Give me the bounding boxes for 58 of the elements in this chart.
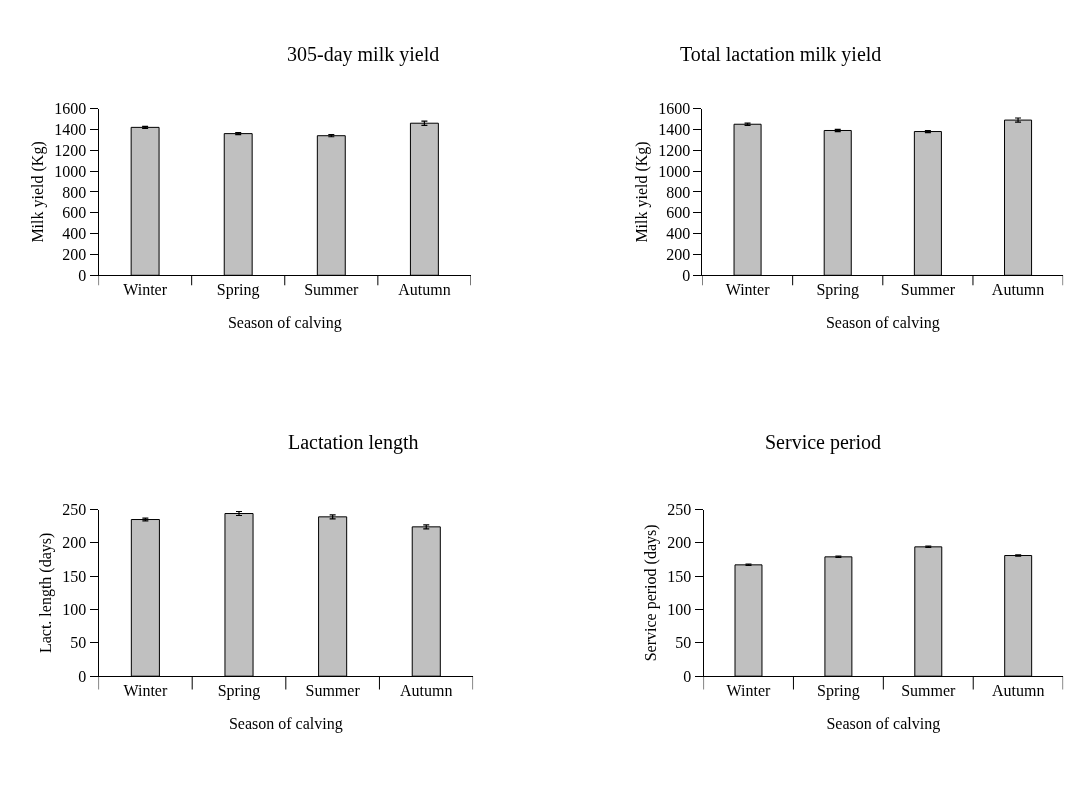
y-tick-label: 150 bbox=[62, 567, 87, 585]
x-tick-label: Summer bbox=[900, 281, 956, 299]
y-tick-label: 400 bbox=[62, 225, 87, 243]
x-tick-label: Summer bbox=[304, 281, 360, 299]
y-tick-label: 200 bbox=[666, 246, 691, 264]
x-tick-label: Autumn bbox=[400, 682, 453, 700]
chart-title: 305-day milk yield bbox=[287, 43, 440, 66]
y-tick-label: 50 bbox=[675, 634, 692, 652]
y-tick-label: 150 bbox=[667, 567, 692, 585]
y-tick-label: 200 bbox=[667, 534, 692, 552]
chart-title: Total lactation milk yield bbox=[680, 43, 882, 66]
x-axis-title: Season of calving bbox=[825, 314, 940, 333]
y-tick-label: 100 bbox=[667, 601, 692, 619]
x-tick-label: Winter bbox=[726, 682, 772, 700]
y-tick-label: 0 bbox=[682, 266, 691, 284]
x-tick-label: Spring bbox=[216, 281, 260, 300]
y-tick-label: 0 bbox=[78, 667, 87, 685]
y-tick-label: 250 bbox=[667, 501, 692, 519]
x-tick-label: Autumn bbox=[398, 281, 451, 299]
y-axis-title: Milk yield (Kg) bbox=[29, 141, 48, 243]
y-tick-label: 600 bbox=[62, 204, 87, 222]
x-axis-title: Season of calving bbox=[227, 314, 342, 333]
x-tick-label: Autumn bbox=[991, 281, 1045, 299]
chart-title: Lactation length bbox=[288, 431, 419, 454]
y-tick-label: 50 bbox=[70, 634, 87, 652]
y-tick-label: 1200 bbox=[54, 141, 87, 159]
y-tick-label: 400 bbox=[666, 225, 691, 243]
y-tick-label: 1400 bbox=[658, 121, 691, 139]
y-tick-label: 1600 bbox=[658, 100, 691, 118]
x-axis-title: Season of calving bbox=[228, 715, 343, 734]
y-tick-label: 800 bbox=[666, 183, 691, 201]
y-tick-label: 1400 bbox=[54, 121, 87, 139]
x-tick-label: Spring bbox=[816, 281, 860, 300]
y-tick-label: 0 bbox=[78, 266, 87, 284]
y-tick-label: 100 bbox=[62, 601, 87, 619]
y-tick-label: 600 bbox=[666, 204, 691, 222]
y-tick-label: 1200 bbox=[658, 141, 691, 159]
x-tick-label: Winter bbox=[725, 281, 771, 299]
x-tick-label: Summer bbox=[305, 682, 361, 700]
y-tick-label: 800 bbox=[62, 183, 87, 201]
x-tick-label: Autumn bbox=[991, 682, 1045, 700]
y-tick-label: 200 bbox=[62, 246, 87, 264]
chart-title: Service period bbox=[765, 431, 882, 454]
x-tick-label: Winter bbox=[123, 682, 168, 700]
y-tick-label: 1000 bbox=[54, 162, 87, 180]
y-tick-label: 1600 bbox=[54, 100, 87, 118]
y-axis-title: Lact. length (days) bbox=[37, 532, 56, 654]
x-tick-label: Summer bbox=[901, 682, 957, 700]
x-tick-label: Spring bbox=[817, 682, 860, 701]
y-tick-label: 1000 bbox=[658, 162, 691, 180]
x-tick-label: Spring bbox=[217, 682, 261, 701]
x-axis-title: Season of calving bbox=[826, 715, 941, 734]
y-tick-label: 200 bbox=[62, 534, 87, 552]
y-axis-title: Service period (days) bbox=[642, 524, 661, 662]
x-tick-label: Winter bbox=[123, 281, 168, 299]
y-axis-title: Milk yield (Kg) bbox=[633, 141, 652, 243]
y-tick-label: 250 bbox=[62, 501, 87, 519]
y-tick-label: 0 bbox=[683, 667, 692, 685]
